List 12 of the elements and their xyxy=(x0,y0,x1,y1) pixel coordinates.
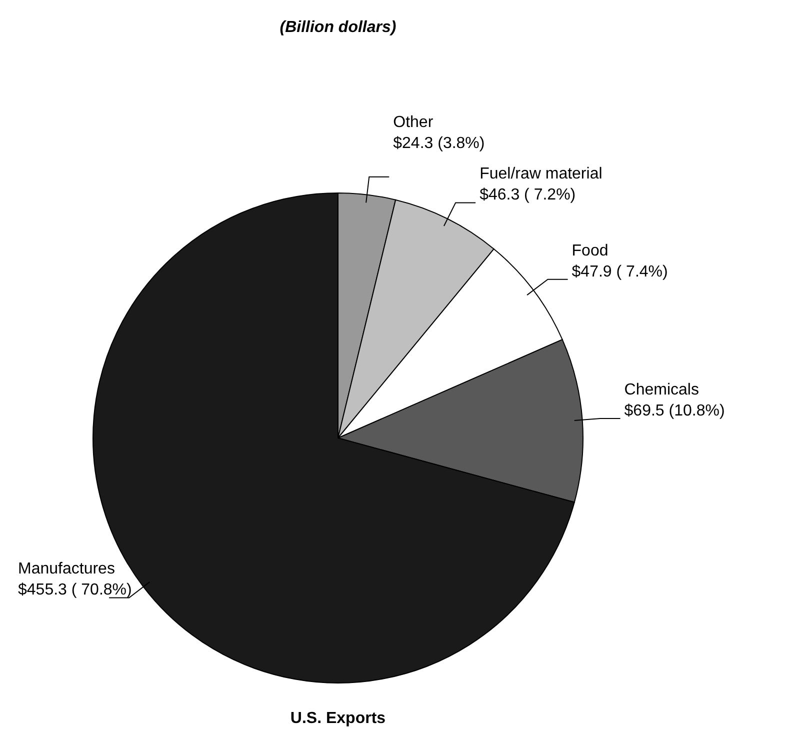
data-label: $69.5 (10.8%) xyxy=(624,402,725,420)
data-label: $47.9 ( 7.4%) xyxy=(572,263,668,280)
slice-label: Fuel/raw material xyxy=(480,166,602,183)
slice-label: Other xyxy=(393,114,434,131)
slice-label: Manufactures xyxy=(18,560,115,578)
data-label: $46.3 ( 7.2%) xyxy=(480,186,576,204)
data-label: $24.3 (3.8%) xyxy=(393,134,485,152)
text: U.S. Exports xyxy=(290,710,386,727)
chart-title: (Billion dollars) xyxy=(280,19,396,36)
slice-label: Chemicals xyxy=(624,382,699,399)
slice-label: Food xyxy=(572,242,608,260)
data-label: $455.3 ( 70.8%) xyxy=(18,582,132,599)
